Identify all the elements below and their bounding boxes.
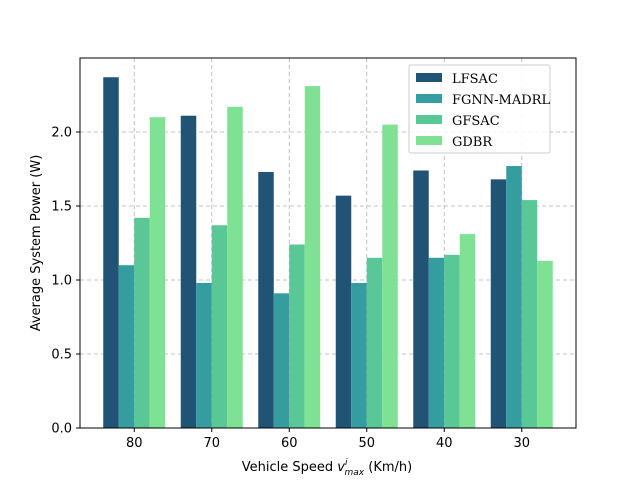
y-tick-label: 1.0 — [51, 274, 72, 289]
bar — [413, 170, 429, 429]
bar — [428, 257, 445, 428]
bar — [335, 195, 352, 428]
y-tick-label: 1.5 — [51, 200, 72, 215]
legend-label: GDBR — [452, 135, 493, 150]
x-tick-label: 40 — [436, 436, 453, 451]
bar — [103, 77, 119, 429]
bar — [211, 225, 228, 428]
bar — [537, 260, 553, 428]
x-tick-label: 60 — [281, 436, 298, 451]
bar — [351, 282, 367, 428]
legend: LFSAC FGNN-MADRL GFSAC GDBR — [408, 64, 551, 154]
bar — [149, 117, 166, 428]
bar — [490, 179, 507, 428]
bar — [289, 244, 305, 428]
bar — [227, 106, 243, 428]
legend-swatch — [416, 94, 442, 103]
bar — [134, 217, 150, 428]
legend-label: LFSAC — [452, 72, 498, 87]
legend-box — [408, 64, 551, 154]
bar — [444, 254, 460, 428]
bar — [180, 115, 197, 428]
x-tick-label: 50 — [358, 436, 375, 451]
x-tick-label: 80 — [126, 436, 143, 451]
x-axis-label-prefix: Vehicle Speed — [242, 460, 338, 475]
bar — [382, 124, 398, 428]
bar — [196, 282, 212, 428]
legend-swatch — [416, 73, 442, 82]
x-axis-label-sub: max — [345, 468, 365, 478]
y-tick-label: 2.0 — [51, 126, 72, 141]
x-axis-label-suffix: (Km/h) — [364, 460, 412, 475]
bar — [521, 200, 538, 428]
legend-swatch — [416, 115, 442, 124]
plot-frame — [79, 57, 577, 429]
bars — [103, 77, 553, 429]
y-tick-label: 0.0 — [51, 422, 72, 437]
bar — [366, 257, 383, 428]
bar — [506, 166, 522, 429]
x-axis-label-sup: i — [345, 458, 348, 468]
bar — [273, 293, 290, 428]
x-axis-label-var: v — [337, 460, 345, 475]
y-tick-label: 0.5 — [51, 348, 72, 363]
legend-swatch — [416, 136, 442, 145]
y-axis-label: Average System Power (W) — [29, 155, 44, 332]
legend-label: FGNN-MADRL — [452, 93, 550, 108]
bar — [304, 86, 321, 429]
bar — [118, 265, 135, 428]
x-tick-label: 30 — [513, 436, 530, 451]
x-axis-label: Vehicle Speed vi max (Km/h) — [242, 458, 412, 478]
legend-label: GFSAC — [452, 114, 500, 129]
x-tick-label: 70 — [203, 436, 220, 451]
x-axis: 80 70 60 50 40 30 — [126, 428, 530, 451]
y-axis: 0.0 0.5 1.0 1.5 2.0 — [51, 126, 80, 437]
bar — [258, 171, 274, 428]
bar — [459, 234, 476, 428]
